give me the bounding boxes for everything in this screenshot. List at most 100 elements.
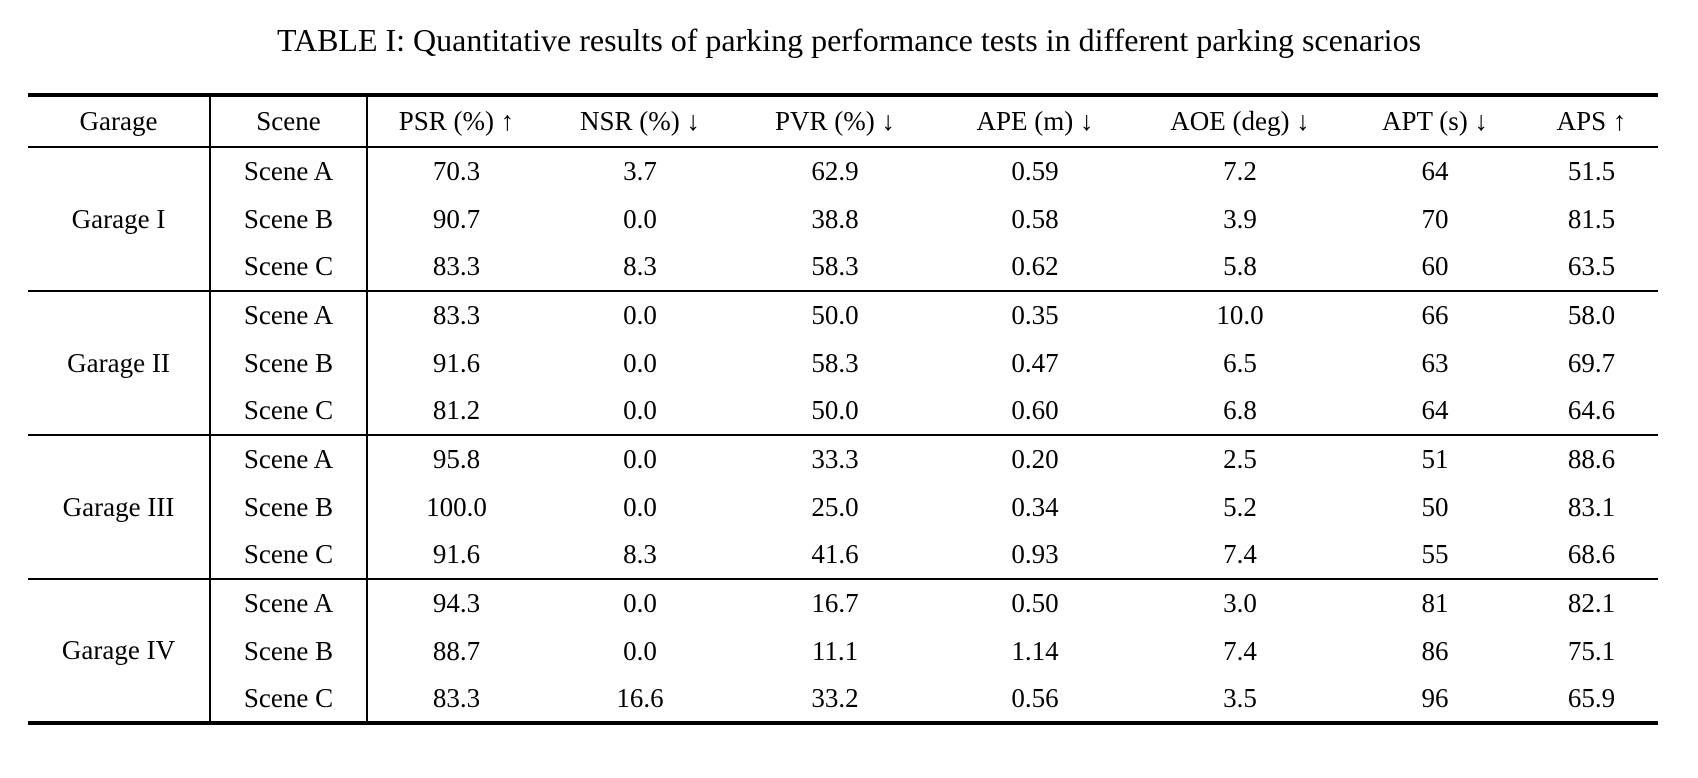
results-table: Garage Scene PSR (%) ↑ NSR (%) ↓ PVR (%)… [28, 93, 1658, 725]
value-cell: 81.2 [432, 395, 481, 425]
value-cell: 3.0 [1223, 588, 1257, 618]
col-header-garage: Garage [28, 95, 211, 148]
value-cell: 58.3 [811, 251, 859, 281]
value-cell: 0.0 [623, 588, 657, 618]
value-cell: 51 [1421, 444, 1449, 474]
value-cell: 94.3 [432, 588, 481, 618]
value-cell: 83.3 [432, 251, 481, 281]
table-row: Garage I Scene A 70.3 3.7 62.9 0.59 7.2 … [28, 147, 1658, 291]
table-row: Scene B 100.0 0.0 25.0 0.34 5.2 50 83.1 [28, 483, 1658, 531]
group-garage-3: Garage III Scene A 95.8 0.0 33.3 0.20 2.… [28, 435, 1658, 579]
value-cell: 58.3 [811, 347, 859, 378]
col-header-apt: APT (s) ↓ [1345, 95, 1525, 148]
value-cell: 55 [1421, 539, 1449, 569]
scene-label: Scene B [210, 195, 368, 243]
garage-label: Garage II [28, 291, 211, 435]
value-cell: 0.0 [623, 491, 657, 522]
value-cell: 95.8 [432, 444, 481, 474]
value-cell: 11.1 [811, 635, 859, 666]
scene-label: Scene C [210, 675, 368, 723]
table-row: Scene C 83.3 16.6 33.2 0.56 3.5 96 65.9 [28, 675, 1658, 723]
value-cell: 83.3 [432, 682, 481, 713]
table-caption: TABLE I: Quantitative results of parking… [276, 22, 1422, 58]
value-cell: 0.62 [1011, 251, 1059, 281]
value-cell: 8.3 [623, 539, 657, 569]
value-cell: 0.0 [623, 347, 657, 378]
group-garage-2: Garage II Scene A 83.3 0.0 50.0 0.35 10.… [28, 291, 1658, 435]
value-cell: 0.47 [1011, 347, 1059, 378]
value-cell: 100.0 [426, 491, 487, 522]
value-cell: 0.93 [1011, 539, 1059, 569]
value-cell: 0.35 [1011, 300, 1059, 330]
value-cell: 0.50 [1011, 588, 1059, 618]
table-header: Garage Scene PSR (%) ↑ NSR (%) ↓ PVR (%)… [28, 95, 1658, 148]
col-header-scene: Scene [210, 95, 368, 148]
value-cell: 0.20 [1011, 444, 1059, 474]
value-cell: 6.8 [1223, 395, 1257, 425]
value-cell: 33.3 [811, 444, 859, 474]
value-cell: 70 [1421, 203, 1449, 234]
value-cell: 1.14 [1011, 635, 1059, 666]
header-row: Garage Scene PSR (%) ↑ NSR (%) ↓ PVR (%)… [28, 95, 1658, 148]
value-cell: 0.0 [623, 203, 657, 234]
value-cell: 16.7 [811, 588, 859, 618]
value-cell: 0.0 [623, 395, 657, 425]
value-cell: 0.0 [623, 635, 657, 666]
scene-label: Scene A [210, 147, 368, 195]
value-cell: 10.0 [1216, 300, 1264, 330]
scene-label: Scene B [210, 627, 368, 675]
value-cell: 0.59 [1011, 156, 1059, 186]
scene-label: Scene C [210, 531, 368, 579]
garage-label: Garage III [28, 435, 211, 579]
value-cell: 16.6 [616, 682, 664, 713]
value-cell: 91.6 [432, 347, 481, 378]
value-cell: 58.0 [1567, 300, 1616, 330]
value-cell: 83.3 [432, 300, 481, 330]
col-header-aps: APS ↑ [1525, 95, 1658, 148]
value-cell: 8.3 [623, 251, 657, 281]
value-cell: 38.8 [811, 203, 859, 234]
table-row: Scene B 90.7 0.0 38.8 0.58 3.9 70 81.5 [28, 195, 1658, 243]
value-cell: 7.4 [1223, 635, 1257, 666]
garage-label: Garage I [28, 147, 211, 291]
value-cell: 2.5 [1223, 444, 1257, 474]
table-row: Scene B 91.6 0.0 58.3 0.47 6.5 63 69.7 [28, 339, 1658, 387]
value-cell: 7.2 [1223, 156, 1257, 186]
value-cell: 91.6 [432, 539, 481, 569]
value-cell: 3.5 [1223, 682, 1257, 713]
value-cell: 33.2 [811, 682, 859, 713]
value-cell: 0.58 [1011, 203, 1059, 234]
garage-label: Garage IV [28, 579, 211, 723]
value-cell: 68.6 [1567, 539, 1616, 569]
value-cell: 0.0 [623, 444, 657, 474]
value-cell: 0.34 [1011, 491, 1059, 522]
table-row: Garage III Scene A 95.8 0.0 33.3 0.20 2.… [28, 435, 1658, 579]
table-row: Garage II Scene A 83.3 0.0 50.0 0.35 10.… [28, 291, 1658, 435]
value-cell: 63 [1421, 347, 1449, 378]
value-cell: 3.7 [623, 156, 657, 186]
value-cell: 86 [1421, 635, 1449, 666]
table-row: Scene C 91.6 8.3 41.6 0.93 7.4 55 68.6 [28, 531, 1658, 579]
value-cell: 64 [1421, 395, 1449, 425]
value-cell: 69.7 [1567, 347, 1616, 378]
value-cell: 60 [1421, 251, 1449, 281]
value-cell: 64 [1421, 156, 1449, 186]
scene-label: Scene C [210, 387, 368, 435]
value-cell: 51.5 [1567, 156, 1616, 186]
value-cell: 5.8 [1223, 251, 1257, 281]
col-header-pvr: PVR (%) ↓ [735, 95, 935, 148]
col-header-aoe: AOE (deg) ↓ [1135, 95, 1345, 148]
value-cell: 88.7 [432, 635, 481, 666]
value-cell: 0.60 [1011, 395, 1059, 425]
value-cell: 66 [1421, 300, 1449, 330]
value-cell: 50.0 [811, 395, 859, 425]
value-cell: 70.3 [432, 156, 481, 186]
value-cell: 50 [1421, 491, 1449, 522]
value-cell: 5.2 [1223, 491, 1257, 522]
scene-label: Scene B [210, 483, 368, 531]
value-cell: 0.56 [1011, 682, 1059, 713]
group-garage-4: Garage IV Scene A 94.3 0.0 16.7 0.50 3.0… [28, 579, 1658, 723]
group-garage-1: Garage I Scene A 70.3 3.7 62.9 0.59 7.2 … [28, 147, 1658, 291]
value-cell: 65.9 [1567, 682, 1616, 713]
col-header-ape: APE (m) ↓ [935, 95, 1135, 148]
